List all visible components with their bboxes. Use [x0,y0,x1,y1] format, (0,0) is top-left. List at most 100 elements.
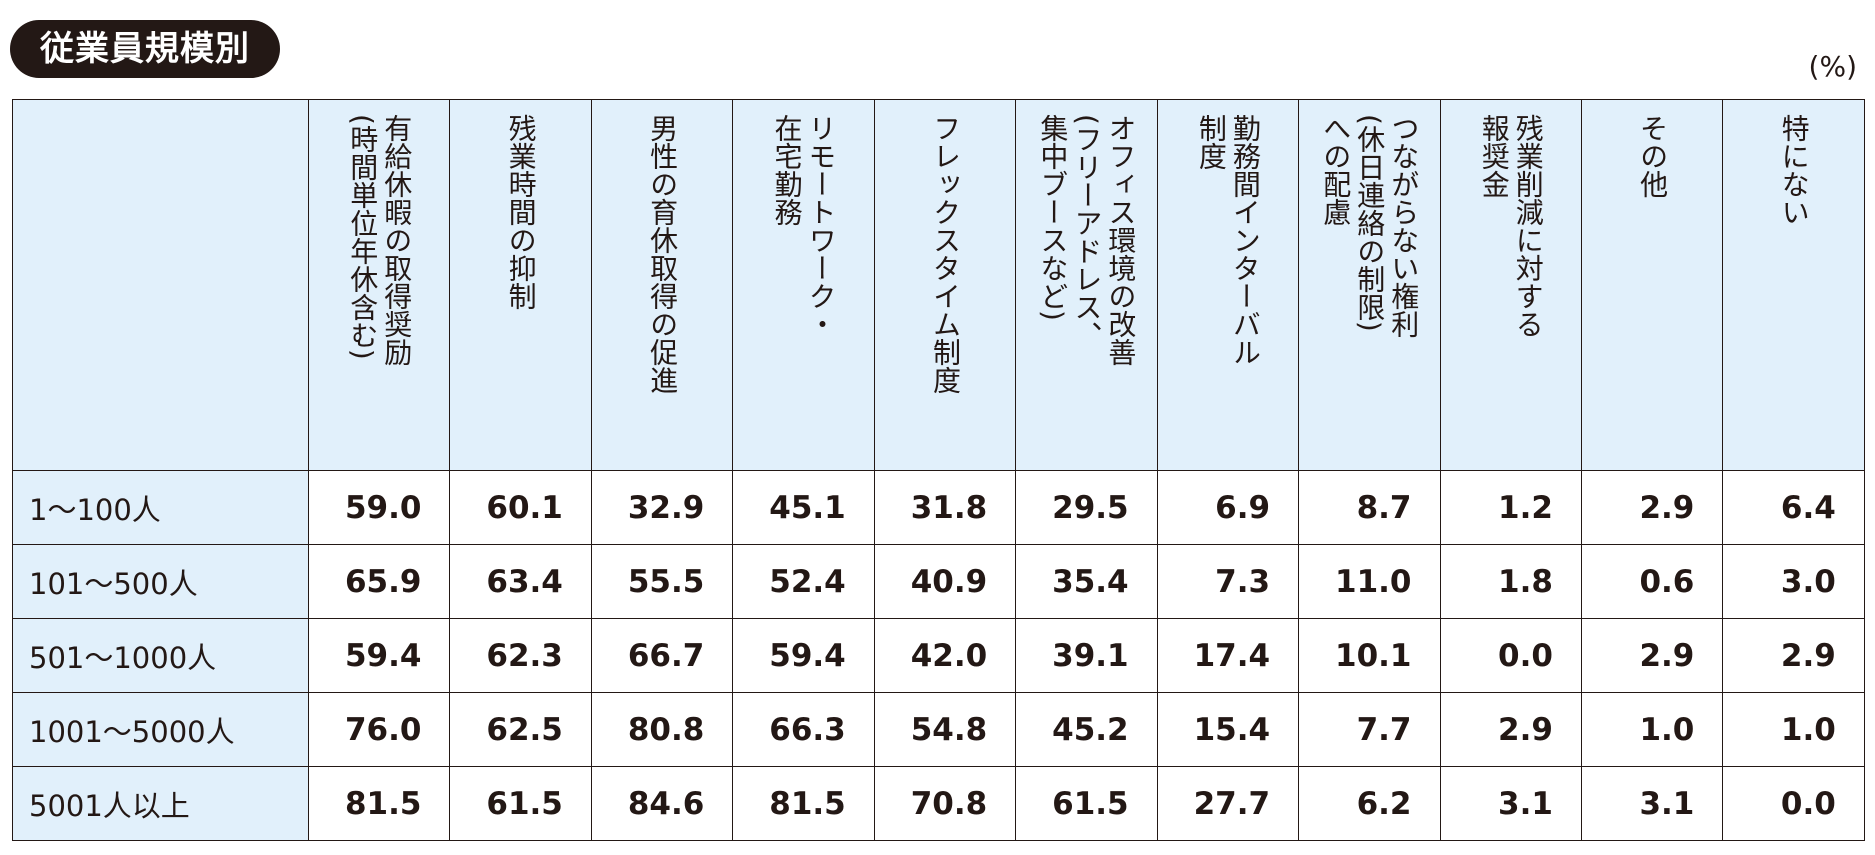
value-cell: 3.0 [1722,544,1865,619]
column-header: リモートワーク・ 在宅勤務 [732,99,875,471]
value-cell: 65.9 [307,544,451,619]
column-header-wrap: 男性の育休取得の促進 [592,100,732,470]
value-cell: 2.9 [1439,692,1582,767]
column-header-wrap: オフィス環境の改善 (フリーアドレス、 集中ブースなど) [1016,100,1156,470]
column-header-label: リモートワーク・ 在宅勤務 [770,114,838,338]
row-label: 1〜100人 [12,470,309,545]
value-cell: 31.8 [873,470,1017,545]
column-header: オフィス環境の改善 (フリーアドレス、 集中ブースなど) [1015,99,1158,471]
value-cell: 81.5 [307,766,451,841]
column-header: 残業削減に対する 報奨金 [1439,99,1582,471]
value-cell: 66.3 [732,692,875,767]
value-cell: 84.6 [590,766,734,841]
value-cell: 45.2 [1015,692,1158,767]
value-cell: 2.9 [1722,618,1865,693]
value-cell: 61.5 [1015,766,1158,841]
value-cell: 7.7 [1298,692,1441,767]
value-cell: 6.9 [1156,470,1300,545]
column-header: 有給休暇の取得奨励 (時間単位年休含む) [307,99,451,471]
header-row: 有給休暇の取得奨励 (時間単位年休含む) 残業時間の抑制 男性の育休取得の促進 リモー… [12,99,1865,471]
value-cell: 66.7 [590,618,734,693]
value-cell: 3.1 [1439,766,1582,841]
column-header-label: 特にない [1777,114,1811,226]
row-label: 101〜500人 [12,544,309,619]
value-cell: 62.5 [449,692,592,767]
column-header-label: その他 [1636,114,1670,198]
column-header-wrap: 残業削減に対する 報奨金 [1441,100,1581,470]
value-cell: 70.8 [873,766,1017,841]
unit-label: (%) [1808,50,1857,83]
column-header-label: 勤務間インターバル 制度 [1194,114,1262,366]
value-cell: 1.0 [1580,692,1724,767]
value-cell: 42.0 [873,618,1017,693]
value-cell: 11.0 [1298,544,1441,619]
column-header-wrap: つながらない権利 (休日連絡の制限) への配慮 [1299,100,1439,470]
column-header-label: オフィス環境の改善 (フリーアドレス、 集中ブースなど) [1036,114,1138,366]
value-cell: 0.0 [1439,618,1582,693]
table-body: 1〜100人 59.0 60.1 32.9 45.1 31.8 29.5 6.9 8.7 1.2 2… [12,470,1865,841]
table-row: 1001〜5000人 76.0 62.5 80.8 66.3 54.8 45.2 15.4 7.… [12,692,1865,767]
value-cell: 2.9 [1580,618,1724,693]
value-cell: 80.8 [590,692,734,767]
value-cell: 8.7 [1298,470,1441,545]
corner-cell [12,99,309,471]
table-row: 101〜500人 65.9 63.4 55.5 52.4 40.9 35.4 7.3 11.0 1… [12,544,1865,619]
data-table: 有給休暇の取得奨励 (時間単位年休含む) 残業時間の抑制 男性の育休取得の促進 リモー… [12,99,1865,841]
value-cell: 7.3 [1156,544,1300,619]
column-header-wrap: 勤務間インターバル 制度 [1158,100,1298,470]
value-cell: 63.4 [449,544,592,619]
value-cell: 81.5 [732,766,875,841]
column-header: フレックスタイム制度 [873,99,1017,471]
column-header: 特にない [1722,99,1865,471]
value-cell: 39.1 [1015,618,1158,693]
column-header: 残業時間の抑制 [449,99,592,471]
value-cell: 32.9 [590,470,734,545]
column-header: つながらない権利 (休日連絡の制限) への配慮 [1298,99,1441,471]
column-header-label: 男性の育休取得の促進 [646,114,680,394]
value-cell: 1.8 [1439,544,1582,619]
value-cell: 17.4 [1156,618,1300,693]
row-label: 5001人以上 [12,766,309,841]
column-header-wrap: 有給休暇の取得奨励 (時間単位年休含む) [309,100,449,470]
column-header-label: 残業削減に対する 報奨金 [1477,114,1545,338]
column-header: 勤務間インターバル 制度 [1156,99,1300,471]
value-cell: 35.4 [1015,544,1158,619]
row-label: 501〜1000人 [12,618,309,693]
column-header: その他 [1580,99,1724,471]
column-header-wrap: 特にない [1723,100,1863,470]
column-header-label: フレックスタイム制度 [928,114,962,394]
value-cell: 59.0 [307,470,451,545]
row-label: 1001〜5000人 [12,692,309,767]
value-cell: 52.4 [732,544,875,619]
column-header-label: つながらない権利 (休日連絡の制限) への配慮 [1319,114,1421,338]
value-cell: 55.5 [590,544,734,619]
value-cell: 76.0 [307,692,451,767]
value-cell: 54.8 [873,692,1017,767]
value-cell: 1.2 [1439,470,1582,545]
column-header-label: 有給休暇の取得奨励 (時間単位年休含む) [346,114,414,366]
column-header-wrap: フレックスタイム制度 [875,100,1015,470]
value-cell: 61.5 [449,766,592,841]
table-row: 1〜100人 59.0 60.1 32.9 45.1 31.8 29.5 6.9 8.7 1.2 2… [12,470,1865,545]
value-cell: 15.4 [1156,692,1300,767]
value-cell: 1.0 [1722,692,1865,767]
value-cell: 27.7 [1156,766,1300,841]
column-header-wrap: 残業時間の抑制 [450,100,590,470]
column-header-wrap: その他 [1582,100,1722,470]
column-header-wrap: リモートワーク・ 在宅勤務 [733,100,873,470]
table-row: 5001人以上 81.5 61.5 84.6 81.5 70.8 61.5 27.7 6.2 3.… [12,766,1865,841]
column-header-label: 残業時間の抑制 [504,114,538,310]
value-cell: 62.3 [449,618,592,693]
value-cell: 0.6 [1580,544,1724,619]
section-title: 従業員規模別 [10,20,280,78]
value-cell: 0.0 [1722,766,1865,841]
table-row: 501〜1000人 59.4 62.3 66.7 59.4 42.0 39.1 17.4 10.… [12,618,1865,693]
value-cell: 10.1 [1298,618,1441,693]
value-cell: 3.1 [1580,766,1724,841]
value-cell: 45.1 [732,470,875,545]
value-cell: 40.9 [873,544,1017,619]
value-cell: 29.5 [1015,470,1158,545]
value-cell: 60.1 [449,470,592,545]
value-cell: 2.9 [1580,470,1724,545]
value-cell: 59.4 [307,618,451,693]
